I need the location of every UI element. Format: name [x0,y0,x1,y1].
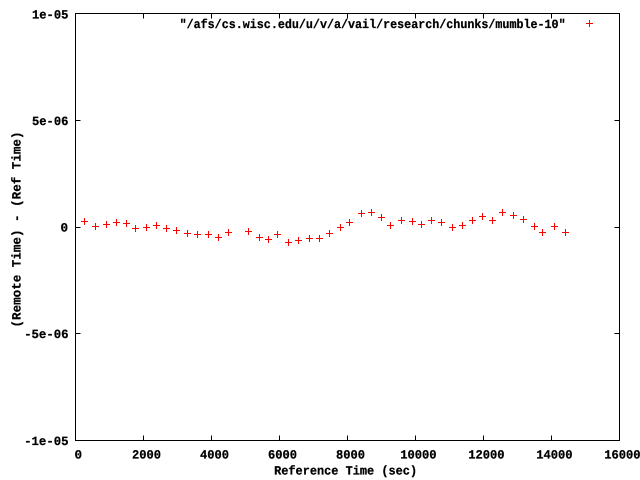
svg-text:6000: 6000 [268,448,297,462]
svg-text:(Remote Time) - (Ref Time): (Remote Time) - (Ref Time) [11,132,25,328]
svg-text:10000: 10000 [400,448,436,462]
svg-text:2000: 2000 [132,448,161,462]
svg-text:5e-06: 5e-06 [32,115,68,129]
svg-text:0: 0 [75,448,83,462]
svg-text:1e-05: 1e-05 [32,8,68,22]
svg-text:16000: 16000 [604,448,640,462]
svg-text:-1e-05: -1e-05 [24,435,69,449]
svg-text:14000: 14000 [536,448,572,462]
svg-text:8000: 8000 [336,448,365,462]
svg-text:-5e-06: -5e-06 [24,328,69,342]
svg-text:12000: 12000 [468,448,504,462]
svg-text:Reference Time (sec): Reference Time (sec) [274,464,417,478]
svg-text:"/afs/cs.wisc.edu/u/v/a/vail/r: "/afs/cs.wisc.edu/u/v/a/vail/research/ch… [180,18,566,32]
svg-text:0: 0 [60,222,68,236]
svg-text:4000: 4000 [200,448,229,462]
